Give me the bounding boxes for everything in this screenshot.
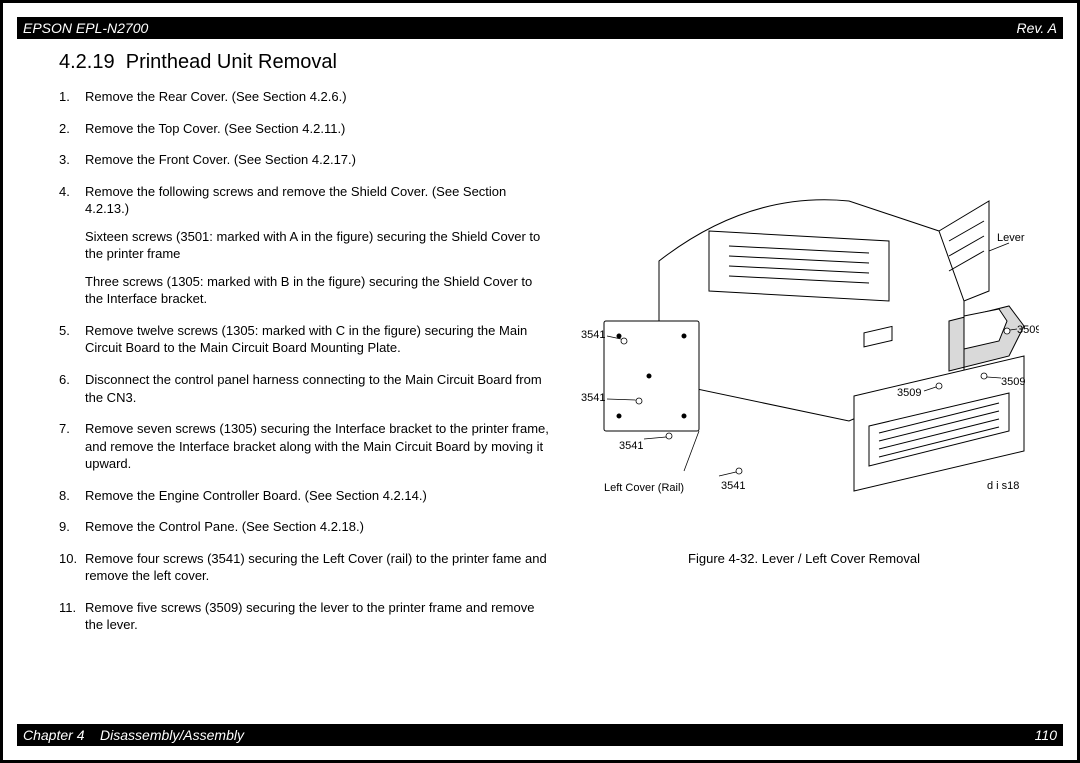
section-number: 4.2.19	[59, 51, 115, 73]
step-item: Remove four screws (3541) securing the L…	[59, 550, 549, 585]
callout-3509: 3509	[1017, 324, 1039, 336]
procedure-list: Remove the Rear Cover. (See Section 4.2.…	[59, 88, 549, 634]
step-item: Disconnect the control panel harness con…	[59, 371, 549, 406]
step-text: Remove four screws (3541) securing the L…	[85, 551, 547, 584]
sub-text: Three screws (1305: marked with B in the…	[85, 273, 549, 308]
step-text: Remove five screws (3509) securing the l…	[85, 600, 534, 633]
sub-text: Sixteen screws (3501: marked with A in t…	[85, 228, 549, 263]
figure-column: Lever 3541 3541 3541 3541 3509 3509 3509…	[569, 51, 1057, 712]
exploded-diagram: Lever 3541 3541 3541 3541 3509 3509 3509…	[569, 171, 1039, 521]
step-text: Remove the Engine Controller Board. (See…	[85, 488, 427, 503]
page-number: 110	[1035, 727, 1057, 743]
product-name: EPSON EPL-N2700	[23, 20, 148, 36]
step-text: Remove the Top Cover. (See Section 4.2.1…	[85, 121, 345, 136]
callout-lever: Lever	[997, 232, 1025, 244]
step-item: Remove the Rear Cover. (See Section 4.2.…	[59, 88, 549, 106]
callout-3541: 3541	[619, 440, 643, 452]
callout-3541: 3541	[721, 480, 745, 492]
step-text: Disconnect the control panel harness con…	[85, 372, 542, 405]
step-item: Remove the Engine Controller Board. (See…	[59, 487, 549, 505]
callout-3509: 3509	[897, 387, 921, 399]
content-area: 4.2.19 Printhead Unit Removal Remove the…	[59, 51, 1057, 712]
footer-left: Chapter 4 Disassembly/Assembly	[23, 727, 244, 743]
step-text: Remove the Control Pane. (See Section 4.…	[85, 519, 364, 534]
step-text: Remove twelve screws (1305: marked with …	[85, 323, 527, 356]
section-heading: 4.2.19 Printhead Unit Removal	[59, 51, 549, 74]
header-bar: EPSON EPL-N2700 Rev. A	[17, 17, 1063, 39]
footer-bar: Chapter 4 Disassembly/Assembly 110	[17, 724, 1063, 746]
step-sublist: Sixteen screws (3501: marked with A in t…	[85, 228, 549, 308]
callout-3541: 3541	[581, 329, 605, 341]
step-item: Remove five screws (3509) securing the l…	[59, 599, 549, 634]
diagram-svg: Lever 3541 3541 3541 3541 3509 3509 3509…	[569, 171, 1039, 521]
step-item: Remove the following screws and remove t…	[59, 183, 549, 308]
callout-dis: d i s18	[987, 480, 1019, 492]
step-text: Remove the Front Cover. (See Section 4.2…	[85, 152, 356, 167]
step-item: Remove the Front Cover. (See Section 4.2…	[59, 151, 549, 169]
step-text: Remove the following screws and remove t…	[85, 184, 506, 217]
figure-caption: Figure 4-32. Lever / Left Cover Removal	[569, 551, 1039, 566]
step-item: Remove the Control Pane. (See Section 4.…	[59, 518, 549, 536]
section-title-text: Printhead Unit Removal	[126, 51, 337, 73]
step-item: Remove seven screws (1305) securing the …	[59, 420, 549, 473]
callout-3509: 3509	[1001, 376, 1025, 388]
step-item: Remove the Top Cover. (See Section 4.2.1…	[59, 120, 549, 138]
chapter-title: Disassembly/Assembly	[100, 727, 244, 743]
revision-label: Rev. A	[1017, 20, 1057, 36]
callout-3541: 3541	[581, 392, 605, 404]
callout-left-cover-rail: Left Cover (Rail)	[604, 482, 684, 494]
page-frame: EPSON EPL-N2700 Rev. A 4.2.19 Printhead …	[0, 0, 1080, 763]
step-text: Remove seven screws (1305) securing the …	[85, 421, 549, 471]
chapter-label: Chapter 4	[23, 727, 84, 743]
step-text: Remove the Rear Cover. (See Section 4.2.…	[85, 89, 347, 104]
text-column: 4.2.19 Printhead Unit Removal Remove the…	[59, 51, 569, 712]
step-item: Remove twelve screws (1305: marked with …	[59, 322, 549, 357]
